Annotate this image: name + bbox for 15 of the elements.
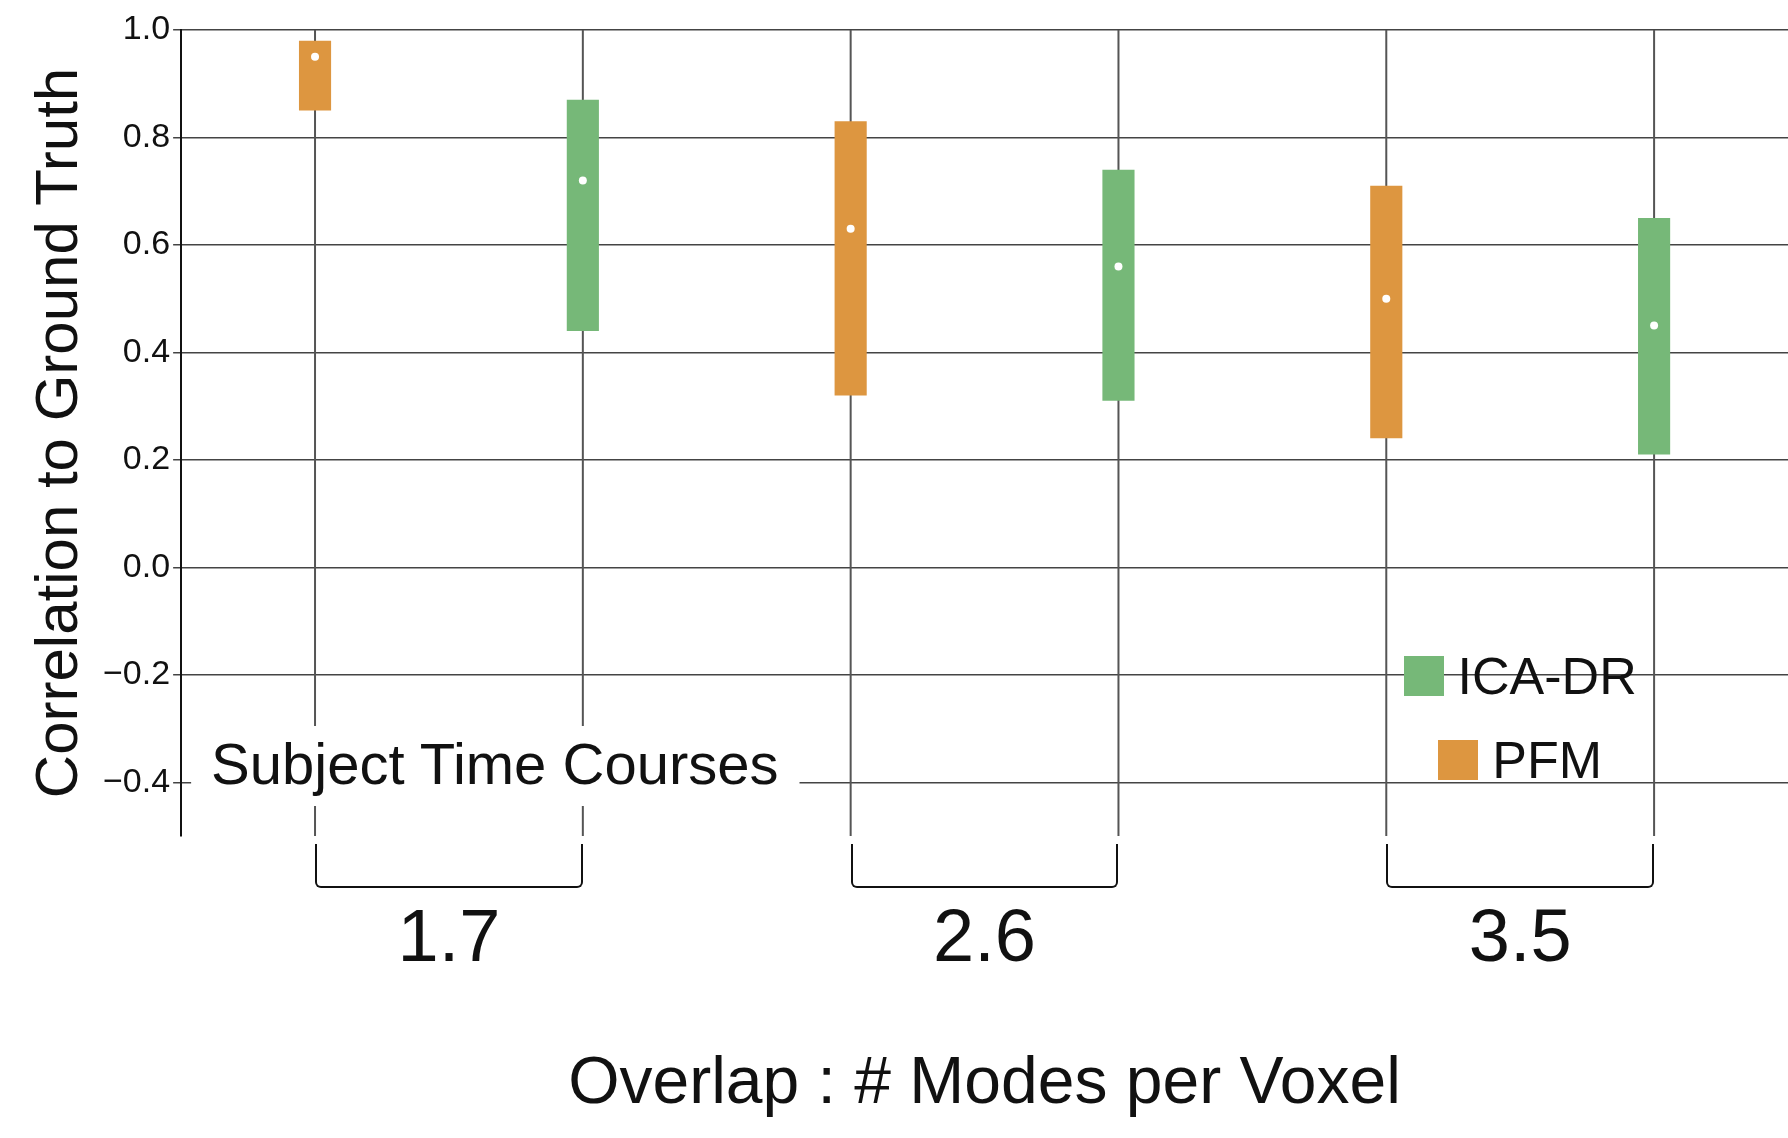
y-tick-label: −0.4 xyxy=(103,760,171,799)
x-tick-label: 3.5 xyxy=(1468,893,1572,977)
x-tick-label: 2.6 xyxy=(933,893,1036,977)
x-tick-label: 1.7 xyxy=(397,893,501,977)
y-tick-label: 0.2 xyxy=(122,438,171,477)
y-tick-label: 1.0 xyxy=(122,8,171,47)
y-axis-title: Correlation to Ground Truth xyxy=(22,67,90,799)
legend-label: PFM xyxy=(1492,730,1603,790)
y-tick-label: 0.4 xyxy=(122,330,171,369)
x-axis-title: Overlap : # Modes per Voxel xyxy=(568,1042,1401,1117)
y-tick-label: −0.2 xyxy=(103,653,171,692)
annotation: Subject Time Courses xyxy=(211,731,779,796)
y-tick-label: 0.0 xyxy=(122,545,171,584)
y-tick-label: 0.6 xyxy=(122,223,171,262)
y-tick-label: 0.8 xyxy=(122,115,171,154)
